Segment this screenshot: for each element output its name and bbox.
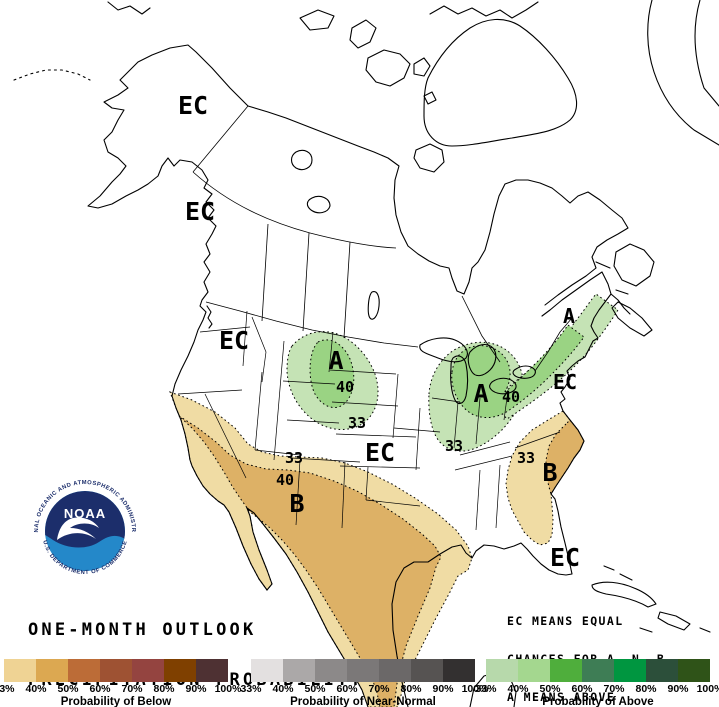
map-label-ec-panhandle: EC: [185, 197, 215, 226]
noaa-gull-icon: [57, 517, 99, 540]
color-swatch: [347, 659, 379, 682]
color-swatch: [486, 659, 518, 682]
tick-label: 33%: [240, 683, 262, 695]
coastlines: [13, 1, 631, 707]
colorbar-above-ticks: 33% 40% 50% 60% 70% 80% 90% 100%: [475, 683, 719, 696]
color-swatch: [36, 659, 68, 682]
tick-label: 90%: [432, 683, 454, 695]
color-swatch: [411, 659, 443, 682]
color-swatch: [251, 659, 283, 682]
tick-label: 60%: [571, 683, 593, 695]
tick-label: 60%: [89, 683, 111, 695]
colorbar-below-ticks: 33% 40% 50% 60% 70% 80% 90% 100%: [0, 683, 241, 696]
state-lines: [177, 310, 561, 531]
colorbar-above-swatches: [486, 659, 710, 682]
tick-label: 80%: [153, 683, 175, 695]
color-swatch: [100, 659, 132, 682]
tick-label: 40%: [272, 683, 294, 695]
tick-label: 33%: [0, 683, 15, 695]
legend-note-line: EC MEANS EQUAL: [507, 613, 624, 628]
noaa-logo-acronym: NOAA: [64, 506, 106, 521]
tick-label: 33%: [475, 683, 497, 695]
tick-label: 40%: [25, 683, 47, 695]
color-swatch: [315, 659, 347, 682]
tick-label: 80%: [400, 683, 422, 695]
legend-note-line: A MEANS ABOVE: [507, 690, 616, 705]
color-swatch: [164, 659, 196, 682]
tick-label: 100%: [461, 683, 489, 695]
map-label-sw-33: 33: [285, 449, 303, 467]
region-northeast-above-inner: [451, 324, 585, 419]
tick-label: 50%: [57, 683, 79, 695]
color-swatch: [68, 659, 100, 682]
color-swatch: [283, 659, 315, 682]
tick-label: 90%: [667, 683, 689, 695]
color-swatch: [518, 659, 550, 682]
map-label-midwest-33: 33: [445, 437, 463, 455]
color-swatch: [196, 659, 228, 682]
noaa-logo: NOAA NATIONAL OCEANIC AND ATMOSPHERIC AD…: [30, 476, 140, 586]
map-label-ec-east-coast: EC: [553, 370, 577, 394]
tick-label: 50%: [539, 683, 561, 695]
color-swatch: [4, 659, 36, 682]
map-label-se-33: 33: [517, 449, 535, 467]
map-label-a-west: A: [328, 346, 343, 375]
colorbar-near-normal-swatches: [251, 659, 475, 682]
map-label-west-33: 33: [348, 414, 366, 432]
color-swatch: [132, 659, 164, 682]
tick-label: 60%: [336, 683, 358, 695]
tick-label: 70%: [368, 683, 390, 695]
colorbar-near-normal-ticks: 33% 40% 50% 60% 70% 80% 90% 100%: [240, 683, 488, 696]
map-label-ec-pacific-nw: EC: [219, 326, 249, 355]
legend-note: EC MEANS EQUAL CHANCES FOR A, N, B A MEA…: [507, 589, 665, 707]
tick-label: 100%: [696, 683, 719, 695]
region-west-above-inner: [309, 339, 355, 409]
borders: [192, 105, 573, 372]
title-line: ONE-MONTH OUTLOOK: [28, 620, 257, 641]
map-label-midwest-40: 40: [502, 388, 520, 406]
color-swatch: [678, 659, 710, 682]
tick-label: 70%: [603, 683, 625, 695]
color-swatch: [379, 659, 411, 682]
map-label-ec-florida: EC: [550, 543, 580, 572]
colorbar-near-normal: 33% 40% 50% 60% 70% 80% 90% 100% Probabi…: [240, 659, 488, 707]
lakes: [206, 149, 536, 405]
map-label-sw-40: 40: [276, 471, 294, 489]
colorbar-above-caption: Probability of Above: [542, 696, 654, 707]
map-label-west-40: 40: [336, 378, 354, 396]
tick-label: 90%: [185, 683, 207, 695]
colorbar-above: 33% 40% 50% 60% 70% 80% 90% 100% Probabi…: [475, 659, 719, 707]
colorbar-below-caption: Probability of Below: [60, 696, 172, 707]
tick-label: 100%: [214, 683, 242, 695]
map-label-a-northeast: A: [563, 304, 575, 328]
map-label-b-southeast: B: [542, 458, 557, 487]
tick-label: 50%: [304, 683, 326, 695]
map-label-ec-alaska: EC: [178, 91, 208, 120]
color-swatch: [443, 659, 475, 682]
colorbar-below: 33% 40% 50% 60% 70% 80% 90% 100% Probabi…: [0, 659, 241, 707]
color-swatch: [550, 659, 582, 682]
tick-label: 70%: [121, 683, 143, 695]
map-labels: EC EC EC EC EC EC A A A B B 40 33 40 33 …: [178, 91, 580, 572]
map-label-ec-central: EC: [365, 438, 395, 467]
tick-label: 80%: [635, 683, 657, 695]
tick-label: 40%: [507, 683, 529, 695]
map-label-a-midwest: A: [473, 379, 488, 408]
colorbar-near-normal-caption: Probability of Near-Normal: [290, 696, 436, 707]
map-label-b-southwest: B: [289, 489, 304, 518]
above-normal-regions: [286, 293, 619, 452]
colorbar-below-swatches: [4, 659, 228, 682]
color-swatch: [614, 659, 646, 682]
color-swatch: [646, 659, 678, 682]
color-swatch: [582, 659, 614, 682]
region-sw-below-inner: [178, 415, 442, 707]
